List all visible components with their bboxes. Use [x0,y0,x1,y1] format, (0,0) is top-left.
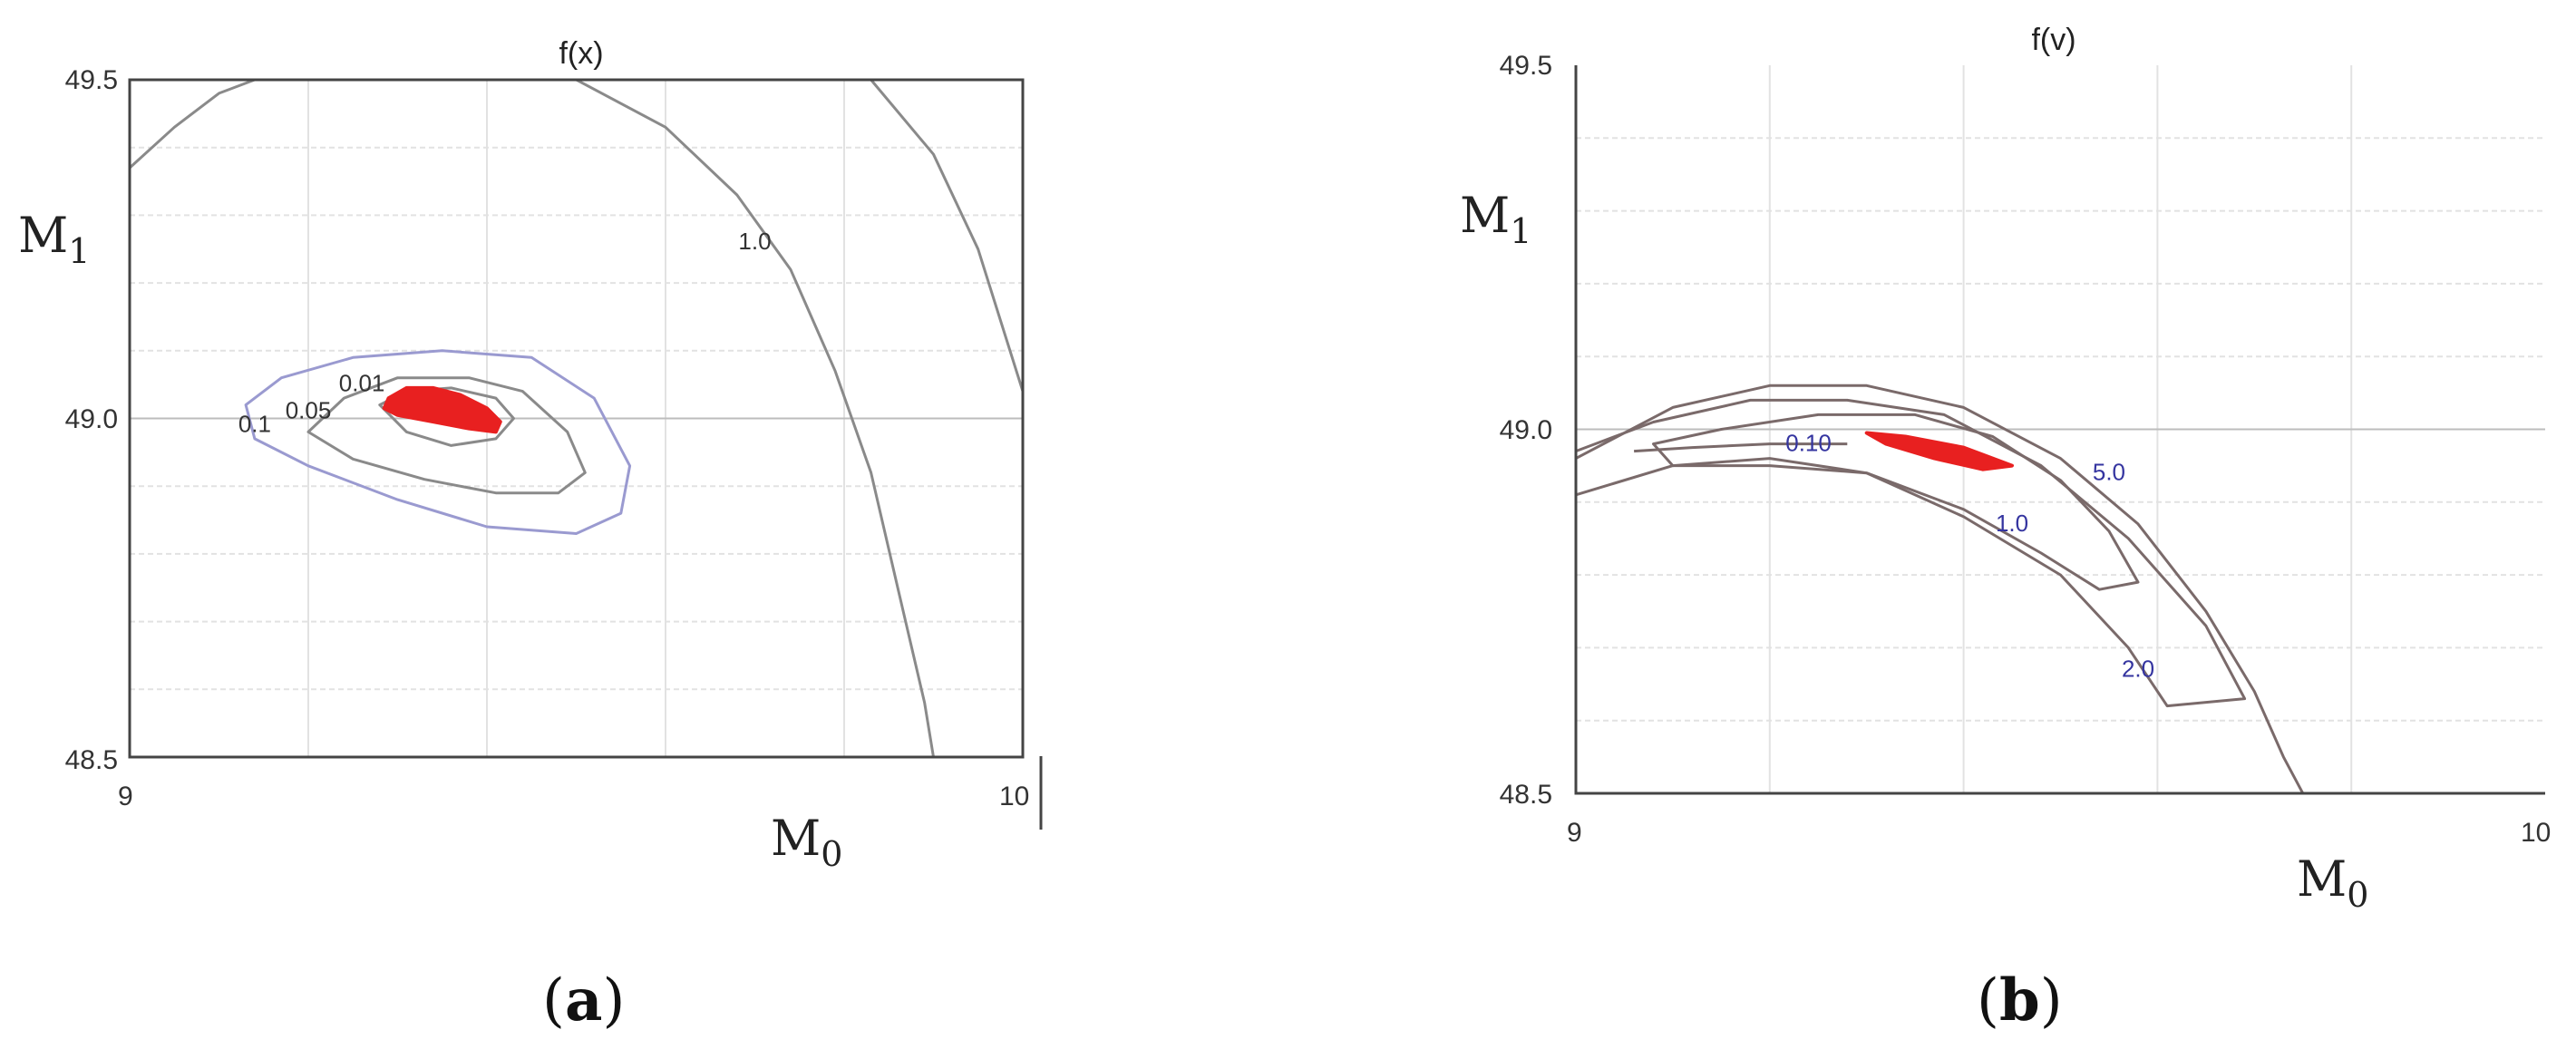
panel-a-ytick-49-5: 49.5 [65,65,118,95]
contour-label: 5.0 [2093,459,2125,486]
panel-b-axes [1574,65,2545,795]
contour-line [128,78,256,170]
contour-line [1634,442,1848,453]
contour-line [1575,384,2305,794]
panel-b-xtick-10: 10 [2521,818,2551,848]
panel-a-grid [130,80,1023,757]
region-marker [382,385,502,434]
panel-b-ytick-49-5: 49.5 [1500,51,1552,81]
panel-a-xtick-10: 10 [999,782,1029,811]
panel-a-frame [128,78,1025,759]
panel-b-ytick-48-5: 48.5 [1500,780,1552,810]
region-marker [1864,431,2014,471]
panel-a-region [382,385,502,434]
panel-a-ytick-48-5: 48.5 [65,745,118,775]
panel-a-ylabel: M1 [18,207,90,271]
panel-b-ytick-49-0: 49.0 [1500,415,1552,445]
panel-a-contour-labels: 1.0 0.1 0.05 0.01 [238,228,772,438]
contour-label: 1.0 [738,228,771,255]
panel-a-ytick-49-0: 49.0 [65,404,118,434]
contour-label: 0.01 [339,370,385,397]
contour-line [244,349,632,535]
contour-label: 0.1 [238,410,271,437]
contour-label: 0.10 [1785,430,1832,457]
panel-b-contours [1575,384,2305,794]
contour-line [306,376,587,495]
panel-b-title: f(v) [2031,23,2075,57]
panel-b-region [1864,431,2014,471]
contour-line [1652,413,2140,591]
contour-label: 0.05 [286,397,332,424]
panel-b-ylabel: M1 [1460,187,1531,251]
caption-b: (b) [1977,966,2063,1034]
panel-a-xtick-9: 9 [118,782,133,811]
caption-a: (a) [542,966,625,1034]
panel-a-xlabel: M0 [771,810,842,874]
panel-a-title: f(x) [559,36,603,71]
panel-b-xtick-9: 9 [1567,818,1582,848]
panel-a: f(x) 1.00.1 0.050.01 49.5 49.0 48.5 9 10 … [18,36,1043,874]
panel-b-contour-labels: 0.10 5.0 1.0 2.0 [1785,430,2154,683]
contour-label: 1.0 [1996,510,2028,537]
contour-line [870,79,1025,393]
contour-line [1575,398,2247,708]
panel-b-xlabel: M0 [2297,850,2368,915]
contour-label: 2.0 [2122,656,2154,683]
contour-line [575,78,935,758]
panel-b: f(v) 0.10 5.0 1.0 2.0 49.5 49.0 48.5 9 10 M… [1460,23,2551,915]
